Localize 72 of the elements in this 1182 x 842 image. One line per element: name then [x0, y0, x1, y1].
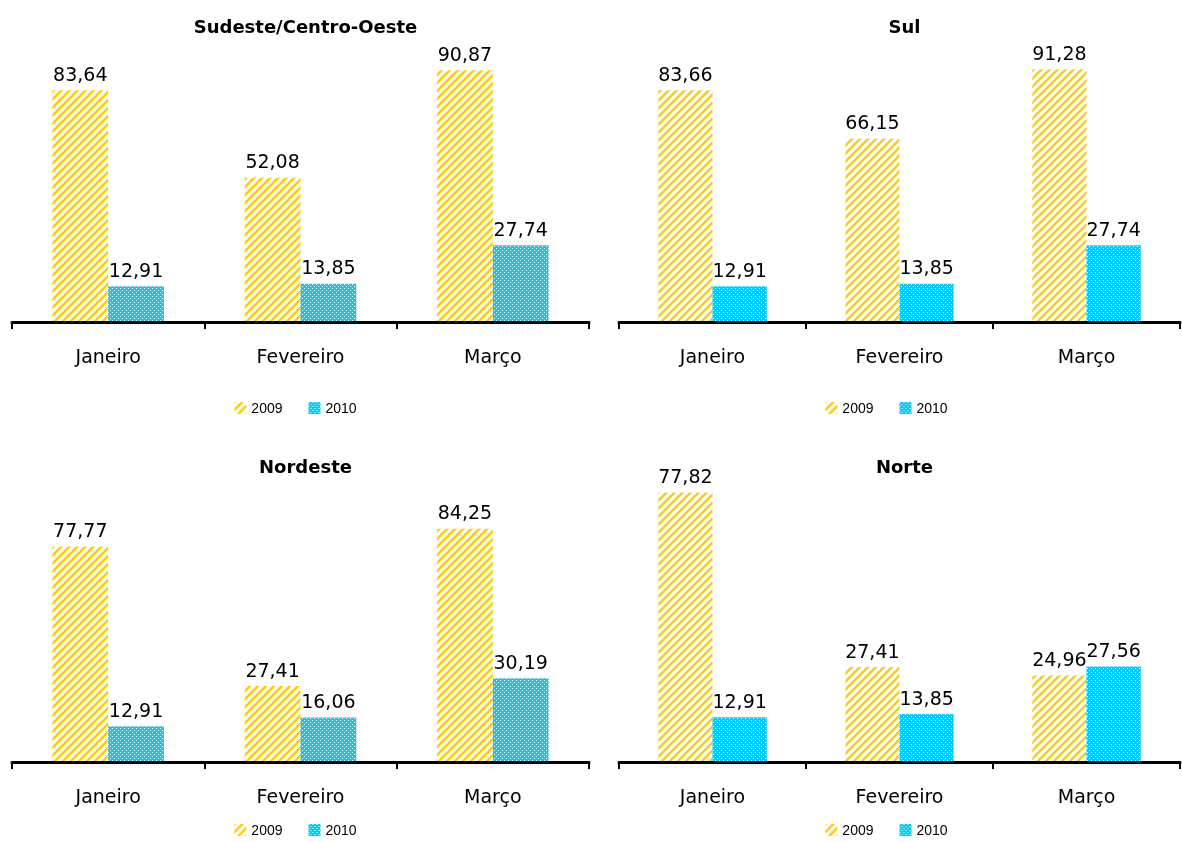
legend-label: 2009 [842, 400, 874, 416]
legend-label: 2009 [251, 400, 283, 416]
data-label: 83,64 [53, 62, 108, 85]
data-label: 27,56 [1086, 639, 1141, 662]
legend-label: 2010 [916, 400, 948, 416]
chart-title: Sudeste/Centro-Oeste [193, 15, 418, 37]
x-tick-label: Março [1057, 344, 1116, 367]
x-tick-label: Fevereiro [256, 784, 345, 807]
bar [899, 714, 954, 762]
x-tick-label: Março [464, 344, 522, 367]
data-label: 90,87 [437, 42, 493, 65]
data-label: 77,77 [53, 519, 108, 542]
legend-label: 2010 [325, 400, 357, 416]
data-label: 16,06 [301, 690, 356, 713]
legend-label: 2009 [842, 822, 874, 838]
bar [845, 667, 900, 762]
bar [108, 726, 164, 762]
x-tick-label: Fevereiro [855, 344, 944, 367]
bar [712, 286, 767, 322]
data-label: 12,91 [712, 258, 767, 281]
x-tick-label: Março [1057, 784, 1116, 807]
bar [1086, 666, 1141, 762]
data-label: 27,41 [245, 658, 300, 681]
data-label: 24,96 [1032, 648, 1087, 671]
data-label: 13,85 [899, 686, 954, 709]
data-label: 91,28 [1032, 41, 1087, 64]
data-label: 66,15 [845, 111, 900, 134]
x-tick-label: Janeiro [678, 784, 746, 807]
legend-label: 2010 [325, 822, 357, 838]
bar [300, 717, 357, 762]
x-tick-label: Janeiro [74, 784, 141, 807]
data-label: 12,91 [108, 698, 164, 721]
data-label: 27,41 [845, 639, 900, 662]
bar [244, 686, 301, 762]
bar [899, 283, 954, 322]
data-label: 52,08 [245, 150, 300, 173]
data-label: 13,85 [301, 256, 356, 279]
bar [52, 90, 109, 322]
bar [658, 492, 713, 762]
bar [244, 177, 301, 322]
bar [1032, 675, 1087, 762]
bar [492, 245, 549, 322]
data-label: 12,91 [712, 689, 767, 712]
bar [300, 283, 357, 322]
bar [712, 717, 767, 762]
bar [437, 70, 493, 322]
x-tick-label: Março [464, 784, 522, 807]
bar [437, 528, 493, 762]
chart-title: Sul [888, 15, 921, 37]
data-label: 27,74 [1086, 217, 1141, 240]
data-label: 83,66 [658, 62, 713, 85]
chart-title: Nordeste [259, 455, 352, 477]
bar [1086, 245, 1141, 322]
data-label: 84,25 [437, 501, 493, 524]
x-tick-label: Fevereiro [256, 344, 345, 367]
legend-label: 2009 [251, 822, 283, 838]
bar [845, 138, 900, 322]
bar [658, 90, 713, 322]
data-label: 27,74 [493, 217, 548, 240]
bar [492, 678, 549, 762]
data-label: 12,91 [108, 258, 164, 281]
data-label: 77,82 [658, 465, 713, 488]
x-tick-label: Janeiro [678, 344, 746, 367]
data-label: 13,85 [899, 256, 954, 279]
x-tick-label: Janeiro [74, 344, 141, 367]
data-label: 30,19 [493, 650, 548, 673]
bar [52, 546, 109, 762]
legend-label: 2010 [916, 822, 948, 838]
x-tick-label: Fevereiro [855, 784, 944, 807]
chart-title: Norte [875, 455, 934, 477]
bar [108, 286, 164, 322]
bar [1032, 69, 1087, 322]
